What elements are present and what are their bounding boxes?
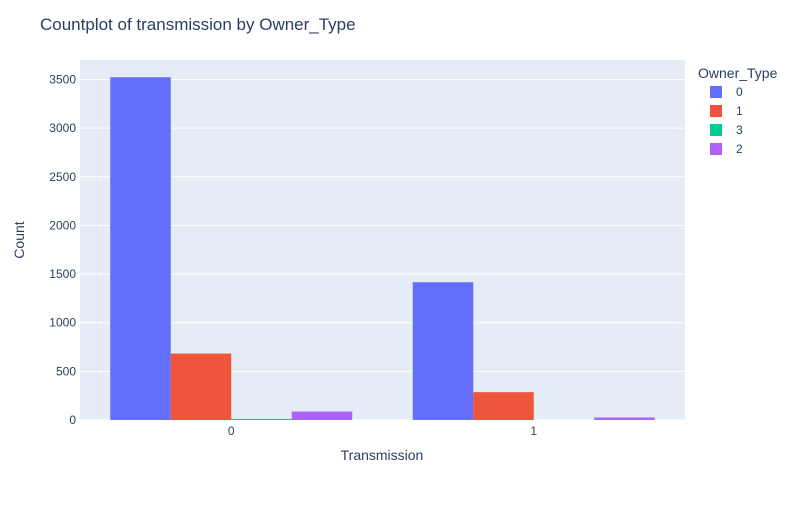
legend-swatch[interactable] [710,124,722,136]
chart-title: Countplot of transmission by Owner_Type [40,15,356,34]
bar-series-0-cat-1[interactable] [412,282,474,420]
legend-title: Owner_Type [698,65,778,81]
y-tick-label: 3500 [49,72,76,86]
legend-items: 0 1 3 2 [710,85,743,156]
bars [110,77,655,420]
y-tick-label: 0 [69,413,76,427]
bar-series-0-cat-0[interactable] [110,77,171,420]
y-tick-label: 2500 [49,170,76,184]
x-tick-label: 0 [228,424,235,438]
legend-label[interactable]: 1 [736,104,743,118]
bar-series-1-cat-1[interactable] [473,392,534,420]
y-tick-label: 1500 [49,267,76,281]
y-tick-label: 2000 [49,218,76,232]
legend-swatch[interactable] [710,105,722,117]
legend-swatch[interactable] [710,143,722,155]
x-axis-title: Transmission [341,447,424,463]
y-tick-label: 1000 [49,316,76,330]
x-tick-label: 1 [530,424,537,438]
legend-label[interactable]: 2 [736,142,743,156]
legend-label[interactable]: 0 [736,85,743,99]
bar-series-3-cat-0[interactable] [231,418,292,420]
y-axis-title: Count [11,221,27,258]
y-tick-label: 500 [56,364,76,378]
bar-series-2-cat-1[interactable] [594,417,655,420]
bar-series-1-cat-0[interactable] [170,353,232,420]
legend-label[interactable]: 3 [736,123,743,137]
legend-swatch[interactable] [710,86,722,98]
legend: Owner_Type 0 1 3 2 [698,65,778,156]
y-tick-label: 3000 [49,121,76,135]
y-axis-ticks: 0 500 1000 1500 2000 2500 3000 3500 [49,72,76,427]
bar-series-2-cat-0[interactable] [291,411,353,420]
